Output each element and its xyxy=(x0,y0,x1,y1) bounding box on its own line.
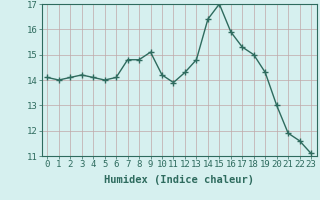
X-axis label: Humidex (Indice chaleur): Humidex (Indice chaleur) xyxy=(104,175,254,185)
